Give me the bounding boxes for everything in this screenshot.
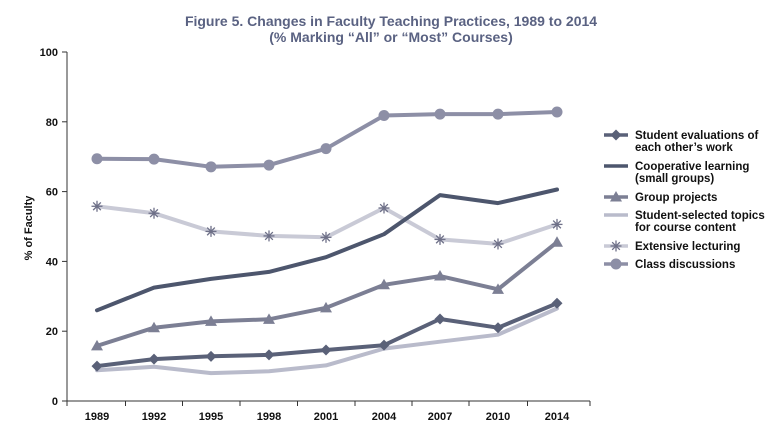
- data-point: [91, 339, 103, 351]
- y-tick-label: 0: [52, 396, 58, 408]
- series-3: [95, 306, 559, 376]
- data-point: [492, 238, 504, 250]
- data-point: [551, 297, 563, 309]
- legend-label: Student-selected topics: [635, 210, 765, 222]
- data-point: [320, 143, 332, 155]
- legend-marker: [610, 258, 622, 270]
- data-point: [378, 110, 390, 122]
- legend-label: (small groups): [635, 173, 714, 185]
- data-point: [551, 106, 563, 118]
- legend-label: Class discussions: [635, 259, 735, 271]
- data-point: [91, 360, 103, 372]
- x-tick-label: 2010: [486, 411, 510, 423]
- y-tick-label: 20: [46, 326, 58, 338]
- series-line: [95, 306, 559, 376]
- data-point: [434, 233, 446, 245]
- x-tick-label: 1995: [199, 411, 223, 423]
- data-point: [378, 202, 390, 214]
- data-point: [320, 231, 332, 243]
- legend-label: Student evaluations of: [635, 130, 758, 142]
- legend-marker: [610, 129, 622, 141]
- y-tick-label: 100: [40, 47, 58, 59]
- data-point: [263, 159, 275, 171]
- y-tick-label: 60: [46, 187, 58, 199]
- data-point: [492, 322, 504, 334]
- legend-label: Extensive lecturing: [635, 241, 740, 253]
- plot-area: [91, 106, 563, 376]
- data-point: [434, 108, 446, 120]
- data-point: [148, 207, 160, 219]
- axes: 0 20 40 60 80 100 1989 1992 1995 1998 2001 2004 2007…: [40, 47, 591, 423]
- legend-item: Class discussions: [604, 258, 735, 271]
- data-point: [148, 153, 160, 165]
- data-point: [263, 349, 275, 361]
- data-point: [91, 200, 103, 212]
- legend-label: each other’s work: [635, 142, 733, 154]
- series-line: [95, 187, 559, 313]
- data-point: [91, 153, 103, 165]
- series-2: [91, 236, 563, 351]
- data-point: [205, 350, 217, 362]
- data-point: [320, 301, 332, 313]
- x-tick-label: 2001: [314, 411, 338, 423]
- legend-marker: [610, 240, 622, 252]
- data-point: [263, 313, 275, 324]
- data-point: [551, 236, 563, 247]
- y-tick-label: 40: [46, 256, 58, 268]
- x-tick-label: 2004: [372, 411, 397, 423]
- data-point: [148, 321, 160, 333]
- data-point: [551, 218, 563, 230]
- legend-label: Group projects: [635, 192, 717, 204]
- series-1: [95, 187, 559, 313]
- legend-item: Cooperative learning(small groups): [604, 161, 749, 185]
- legend-item: Extensive lecturing: [604, 240, 740, 253]
- legend-item: Group projects: [604, 191, 717, 204]
- y-tick-label: 80: [46, 117, 58, 129]
- data-point: [205, 315, 217, 326]
- series-line: [95, 110, 559, 169]
- x-tick-label: 2007: [428, 411, 452, 423]
- x-tick-label: 2014: [545, 411, 570, 423]
- chart-title: Figure 5. Changes in Faculty Teaching Pr…: [185, 13, 597, 29]
- data-point: [434, 270, 446, 281]
- series-0: [91, 297, 563, 372]
- data-point: [148, 353, 160, 365]
- x-tick-label: 1998: [257, 411, 281, 423]
- data-point: [205, 225, 217, 237]
- data-point: [263, 230, 275, 242]
- data-point: [434, 313, 446, 325]
- series-5: [91, 106, 563, 173]
- series-4: [91, 200, 563, 250]
- x-tick-label: 1989: [85, 411, 109, 423]
- chart-subtitle: (% Marking “All” or “Most” Courses): [269, 29, 512, 45]
- data-point: [492, 283, 504, 294]
- data-point: [378, 339, 390, 351]
- y-axis-title: % of Faculty: [23, 195, 35, 261]
- legend-marker: [610, 191, 622, 202]
- data-point: [320, 344, 332, 356]
- data-point: [492, 108, 504, 120]
- data-point: [205, 161, 217, 173]
- legend-label: Cooperative learning: [635, 161, 749, 173]
- x-tick-label: 1992: [142, 411, 166, 423]
- legend-label: for course content: [635, 222, 736, 234]
- data-point: [378, 278, 390, 290]
